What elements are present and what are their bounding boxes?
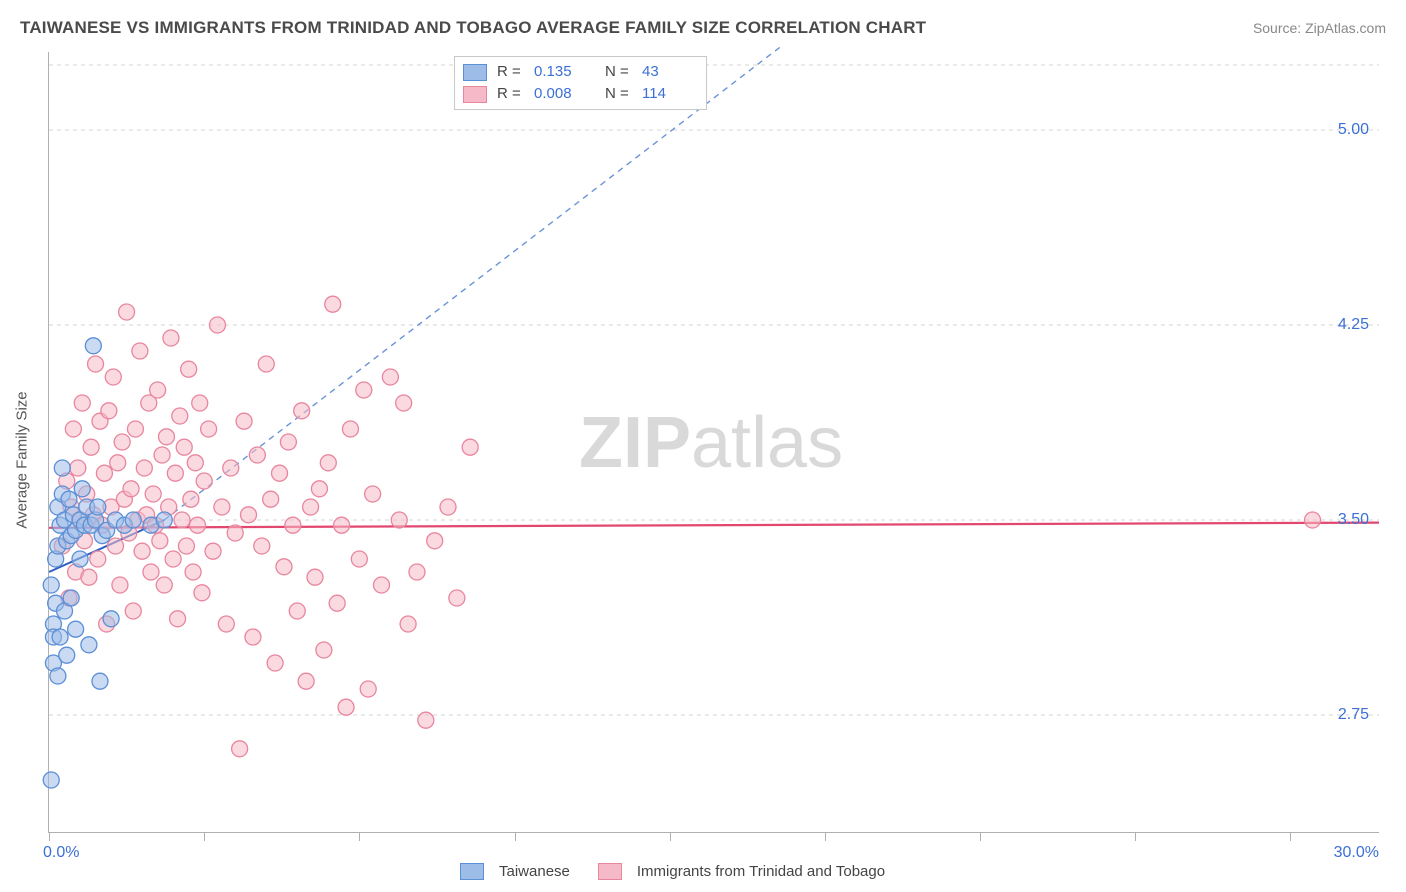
- x-tick: [825, 832, 826, 841]
- chart-header: TAIWANESE VS IMMIGRANTS FROM TRINIDAD AN…: [20, 18, 1386, 38]
- x-tick: [1135, 832, 1136, 841]
- x-axis-min-label: 0.0%: [43, 844, 79, 862]
- x-axis-max-label: 30.0%: [1334, 844, 1379, 862]
- swatch-taiwanese: [463, 64, 487, 81]
- y-tick-label: 3.50: [1338, 511, 1369, 529]
- stats-row-taiwanese: R = 0.135 N = 43: [463, 61, 698, 83]
- chart-svg: [49, 52, 1379, 832]
- plot-area: ZIPatlas 2.753.504.255.00 0.0% 30.0% R =…: [48, 52, 1379, 833]
- x-tick: [359, 832, 360, 841]
- x-tick: [1290, 832, 1291, 841]
- r-label: R =: [497, 83, 527, 105]
- n-value-trinidad: 114: [638, 83, 698, 105]
- legend-bottom: Taiwanese Immigrants from Trinidad and T…: [460, 863, 885, 880]
- stats-row-trinidad: R = 0.008 N = 114: [463, 83, 698, 105]
- x-tick: [980, 832, 981, 841]
- swatch-taiwanese: [460, 863, 484, 880]
- legend-label-taiwanese: Taiwanese: [499, 863, 570, 880]
- r-label: R =: [497, 61, 527, 83]
- swatch-trinidad: [463, 86, 487, 103]
- correlation-stats-box: R = 0.135 N = 43 R = 0.008 N = 114: [454, 56, 707, 110]
- r-value-trinidad: 0.008: [530, 83, 590, 105]
- chart-source: Source: ZipAtlas.com: [1253, 20, 1386, 36]
- y-tick-label: 2.75: [1338, 706, 1369, 724]
- x-tick: [204, 832, 205, 841]
- y-tick-label: 5.00: [1338, 121, 1369, 139]
- y-tick-label: 4.25: [1338, 316, 1369, 334]
- r-value-taiwanese: 0.135: [530, 61, 590, 83]
- legend-label-trinidad: Immigrants from Trinidad and Tobago: [637, 863, 885, 880]
- legend-item-trinidad: Immigrants from Trinidad and Tobago: [598, 863, 885, 880]
- n-label: N =: [605, 61, 635, 83]
- n-label: N =: [605, 83, 635, 105]
- x-tick: [670, 832, 671, 841]
- n-value-taiwanese: 43: [638, 61, 698, 83]
- swatch-trinidad: [598, 863, 622, 880]
- chart-title: TAIWANESE VS IMMIGRANTS FROM TRINIDAD AN…: [20, 18, 926, 38]
- x-tick: [515, 832, 516, 841]
- y-axis-label: Average Family Size: [14, 391, 31, 528]
- x-tick: [49, 832, 50, 841]
- legend-item-taiwanese: Taiwanese: [460, 863, 570, 880]
